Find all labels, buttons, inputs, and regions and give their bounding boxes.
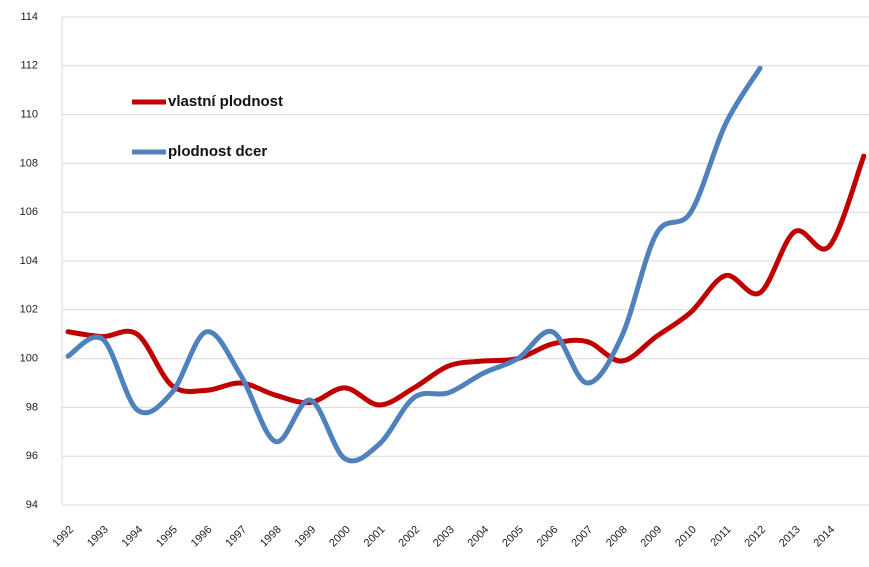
x-tick-label: 2000 bbox=[327, 524, 353, 550]
x-tick-label: 2002 bbox=[396, 524, 422, 550]
x-tick-label: 1999 bbox=[293, 524, 319, 550]
x-tick-label: 1996 bbox=[189, 524, 215, 550]
x-tick-label: 2004 bbox=[466, 524, 492, 550]
y-tick-label: 114 bbox=[20, 11, 38, 23]
x-tick-label: 2007 bbox=[569, 524, 595, 550]
x-tick-label: 1992 bbox=[50, 524, 76, 550]
y-tick-label: 102 bbox=[20, 304, 38, 316]
data-line bbox=[65, 153, 867, 408]
x-tick-label: 1998 bbox=[258, 524, 284, 550]
y-tick-label: 112 bbox=[20, 60, 38, 72]
legend-label: plodnost dcer bbox=[168, 143, 267, 160]
x-tick-label: 2008 bbox=[604, 524, 630, 550]
data-line bbox=[65, 65, 763, 464]
x-tick-label: 2009 bbox=[639, 524, 665, 550]
y-tick-label: 108 bbox=[20, 157, 38, 169]
legend-label: vlastní plodnost bbox=[168, 93, 283, 110]
x-tick-label: 2014 bbox=[812, 524, 838, 550]
x-tick-label: 2006 bbox=[535, 524, 561, 550]
x-tick-label: 2001 bbox=[362, 524, 388, 550]
y-tick-label: 96 bbox=[26, 450, 38, 462]
x-tick-label: 2011 bbox=[708, 524, 733, 549]
y-tick-label: 98 bbox=[26, 401, 38, 413]
x-tick-label: 2005 bbox=[500, 524, 526, 550]
y-tick-label: 100 bbox=[20, 353, 38, 365]
y-tick-label: 94 bbox=[26, 499, 38, 511]
x-tick-label: 2010 bbox=[673, 524, 699, 550]
x-tick-label: 2013 bbox=[777, 524, 803, 550]
x-tick-label: 1995 bbox=[154, 524, 180, 550]
x-tick-label: 1993 bbox=[85, 524, 111, 550]
x-tick-label: 1997 bbox=[223, 524, 249, 550]
x-tick-label: 2012 bbox=[742, 524, 768, 550]
x-tick-label: 1994 bbox=[120, 524, 146, 550]
y-tick-label: 110 bbox=[20, 109, 38, 121]
x-tick-label: 2003 bbox=[431, 524, 457, 550]
y-tick-label: 106 bbox=[20, 206, 38, 218]
y-tick-label: 104 bbox=[20, 255, 38, 267]
